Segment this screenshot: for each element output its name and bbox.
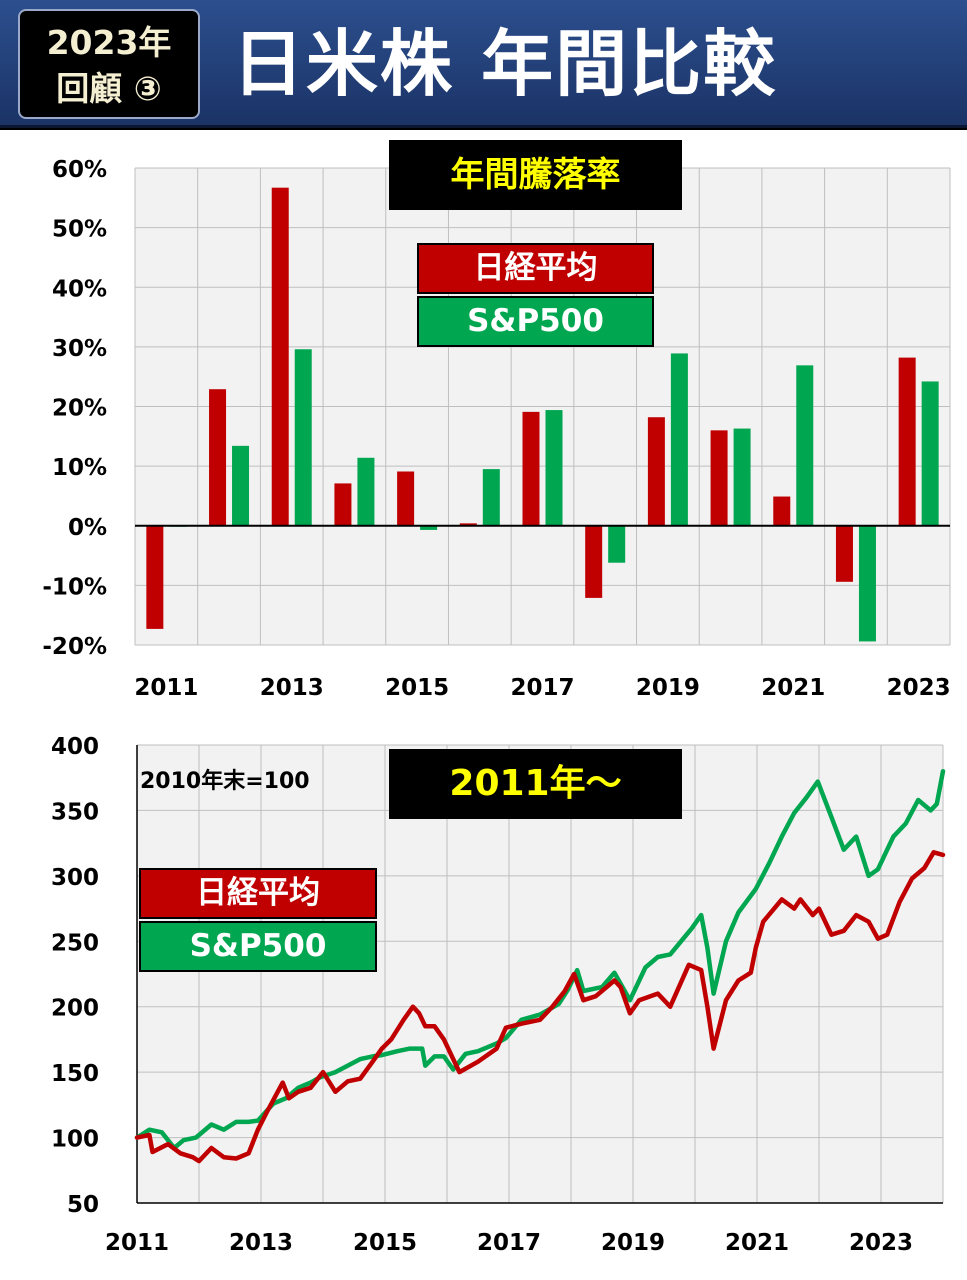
line-x-tick-label: 2021 — [725, 1230, 789, 1256]
bar-legend-sp500-text: S&P500 — [467, 303, 604, 339]
line-x-tick-label: 2011 — [105, 1230, 169, 1256]
bar-y-tick-label: 0% — [68, 515, 107, 541]
bar-x-tick-label: 2013 — [260, 675, 324, 701]
line-series-nikkei — [134, 850, 946, 1164]
bar-nikkei-2022 — [835, 525, 853, 582]
bar-nikkei-2013 — [271, 187, 289, 526]
base-note: 2010年末=100 — [140, 769, 310, 794]
line-chart-title-text: 2011年～ — [449, 763, 622, 804]
bar-chart-title-text: 年間騰落率 — [450, 155, 621, 195]
bar-x-tick-label: 2017 — [510, 675, 574, 701]
bar-x-tick-label: 2011 — [134, 675, 198, 701]
bar-y-tick-label: 30% — [52, 336, 107, 362]
bar-legend-nikkei: 日経平均 — [417, 243, 654, 294]
line-legend-sp500-text: S&P500 — [189, 928, 327, 964]
line-x-tick-label: 2023 — [849, 1230, 913, 1256]
line-y-tick-label: 250 — [51, 930, 99, 956]
bar-nikkei-2023 — [898, 357, 916, 526]
bar-chart-title: 年間騰落率 — [389, 140, 682, 210]
bar-sp500-2017 — [545, 410, 563, 526]
annual-change-panel: 60% 50% 40% 30% 20% 10% 0% -10% -20% 2011 2013 2015… — [0, 130, 967, 707]
badge-review-text: 回顧 ③ — [56, 69, 162, 108]
bar-legend-sp500: S&P500 — [417, 296, 654, 347]
bar-sp500-2021 — [796, 365, 814, 526]
bar-sp500-2022 — [858, 525, 876, 642]
header-banner: 2023年 回顧 ③ 日米株 年間比較 — [0, 0, 967, 128]
line-x-tick-label: 2019 — [601, 1230, 665, 1256]
bar-sp500-2019 — [670, 353, 688, 526]
page-title: 日米株 年間比較 — [232, 22, 778, 106]
bar-sp500-2023 — [921, 381, 939, 526]
line-legend-sp500: S&P500 — [139, 921, 377, 972]
bar-nikkei-2021 — [773, 496, 791, 526]
line-chart-title: 2011年～ — [389, 749, 682, 819]
line-y-tick-label: 150 — [51, 1061, 99, 1087]
bar-nikkei-2014 — [334, 483, 352, 526]
line-plot-area — [137, 745, 943, 1203]
bar-y-tick-label: 50% — [52, 217, 107, 243]
line-y-tick-label: 350 — [51, 799, 99, 825]
bar-y-tick-label: 10% — [52, 455, 107, 481]
bar-sp500-2012 — [232, 445, 250, 526]
line-y-tick-label: 300 — [51, 865, 99, 891]
annual-change-bar-chart: 60% 50% 40% 30% 20% 10% 0% -10% -20% 2011 2013 2015… — [42, 157, 951, 701]
line-y-tick-label: 100 — [51, 1127, 99, 1153]
bar-sp500-2020 — [733, 428, 751, 526]
line-x-tick-label: 2013 — [229, 1230, 293, 1256]
line-y-tick-label: 400 — [51, 734, 99, 760]
line-x-tick-label: 2015 — [353, 1230, 417, 1256]
bar-x-tick-label: 2023 — [887, 675, 951, 701]
bar-sp500-2016 — [482, 469, 500, 526]
bar-x-tick-label: 2019 — [636, 675, 700, 701]
line-y-tick-label: 200 — [51, 996, 99, 1022]
cumulative-index-panel: 400 350 300 250 200 150 100 50 2011 2013 2015 2017 2… — [0, 707, 967, 1280]
bar-nikkei-2018 — [585, 525, 603, 598]
bar-sp500-2014 — [357, 457, 375, 526]
bar-sp500-2015 — [420, 525, 438, 530]
bar-nikkei-2015 — [397, 471, 415, 526]
bar-nikkei-2011 — [146, 525, 164, 629]
bar-nikkei-2020 — [710, 430, 728, 526]
year-review-badge: 2023年 回顧 ③ — [18, 9, 200, 119]
bar-y-tick-label: 20% — [52, 396, 107, 422]
bar-nikkei-2016 — [459, 523, 477, 526]
bar-legend-nikkei-text: 日経平均 — [473, 250, 598, 286]
bar-nikkei-2012 — [209, 389, 227, 526]
line-y-tick-label: 50 — [67, 1192, 99, 1218]
bar-y-tick-label: -10% — [42, 574, 107, 600]
line-x-tick-label: 2017 — [477, 1230, 541, 1256]
bar-nikkei-2019 — [647, 417, 665, 526]
bar-y-tick-label: 60% — [52, 157, 107, 183]
bar-y-tick-label: 40% — [52, 276, 107, 302]
bar-nikkei-2017 — [522, 411, 540, 526]
line-legend-nikkei: 日経平均 — [139, 868, 377, 919]
bar-x-tick-label: 2021 — [761, 675, 825, 701]
badge-year-text: 2023年 — [46, 23, 172, 62]
bar-y-tick-label: -20% — [42, 634, 107, 660]
line-legend-nikkei-text: 日経平均 — [196, 875, 320, 911]
bar-sp500-2018 — [608, 525, 626, 563]
bar-sp500-2013 — [294, 349, 312, 526]
bar-x-tick-label: 2015 — [385, 675, 449, 701]
